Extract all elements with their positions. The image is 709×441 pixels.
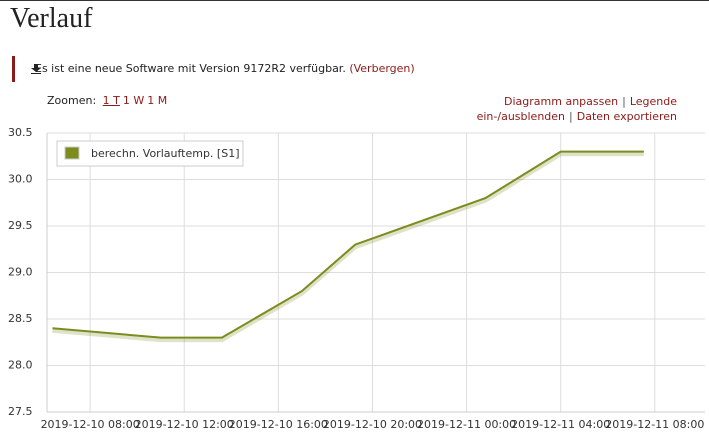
download-icon (31, 64, 41, 74)
x-tick-label: 2019-12-11 04:00 (511, 418, 610, 431)
zoom-option[interactable]: 1 T (102, 94, 120, 107)
line-shadow (52, 151, 644, 343)
action-link[interactable]: Legende ein-/ausblenden (476, 95, 677, 123)
legend-label: berechn. Vorlauftemp. [S1] (91, 147, 240, 160)
legend-box (56, 140, 244, 167)
y-tick-label: 30.0 (8, 173, 33, 186)
page-title: Verlauf (10, 3, 93, 34)
y-tick-label: 29.0 (8, 266, 33, 279)
notice-text: Es ist eine neue Software mit Version 91… (35, 62, 346, 75)
y-tick-label: 27.5 (8, 405, 33, 418)
x-tick-label: 2019-12-11 08:00 (605, 418, 704, 431)
x-tick-label: 2019-12-10 08:00 (41, 418, 140, 431)
zoom-option[interactable]: 1 W (122, 94, 145, 107)
y-tick-label: 28.5 (8, 312, 33, 325)
hide-link[interactable]: (Verbergen) (349, 62, 415, 75)
chart: 27.5 28.0 28.5 29.0 29.5 30.0 30.5 2019-12-10 0… (8, 126, 705, 431)
data-line (52, 150, 644, 339)
action-link[interactable]: Diagramm anpassen (504, 95, 619, 108)
x-tick-label: 2019-12-10 16:00 (229, 418, 328, 431)
y-tick-label: 28.0 (8, 359, 33, 372)
zoom-label: Zoomen: (47, 94, 97, 107)
x-tick-label: 2019-12-10 12:00 (135, 418, 234, 431)
update-notice: Es ist eine neue Software mit Version 91… (12, 56, 415, 82)
action-link[interactable]: Daten exportieren (576, 110, 677, 123)
x-tick-label: 2019-12-10 20:00 (323, 418, 422, 431)
x-tick-label: 2019-12-11 00:00 (417, 418, 516, 431)
y-tick-label: 30.5 (8, 126, 33, 139)
legend-swatch (64, 146, 80, 160)
zoom-option[interactable]: 1 M (147, 94, 168, 107)
chart-actions: Diagramm anpassen | Legende ein-/ausblende… (476, 95, 677, 123)
y-tick-label: 29.5 (8, 219, 33, 232)
